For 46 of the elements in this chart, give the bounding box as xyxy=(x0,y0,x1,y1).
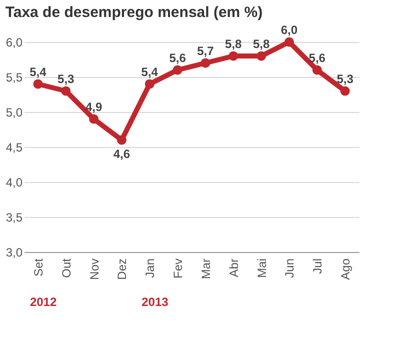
x-tick-label: Out xyxy=(59,258,74,278)
data-label: 5,3 xyxy=(336,72,354,86)
data-label: 5,4 xyxy=(141,65,158,79)
x-tick-label: Ago xyxy=(338,258,353,280)
x-tick-label: Mai xyxy=(254,258,269,278)
x-tick-label: Nov xyxy=(87,258,102,280)
x-tick-label: Jan xyxy=(143,258,158,278)
y-tick-label: 5,0 xyxy=(6,106,23,120)
point xyxy=(172,65,182,75)
text: 2013 xyxy=(142,295,169,309)
data-label: 6,0 xyxy=(280,23,298,37)
x-tick-label: Jun xyxy=(282,258,297,278)
data-label: 5,8 xyxy=(225,37,242,51)
chart-title: Taxa de desemprego mensal (em %) xyxy=(5,4,263,21)
point xyxy=(228,51,238,61)
x-tick-label: Dez xyxy=(115,258,130,280)
point xyxy=(89,114,99,124)
x-tick-label: Mar xyxy=(198,258,213,280)
point xyxy=(312,65,322,75)
data-label: 5,7 xyxy=(197,44,214,58)
point xyxy=(144,79,154,89)
x-tick-label: Jul xyxy=(310,258,325,274)
data-label: 5,6 xyxy=(308,51,326,65)
point xyxy=(33,79,43,89)
point xyxy=(256,51,266,61)
x-tick-label: Fev xyxy=(171,258,186,279)
data-label: 5,6 xyxy=(169,51,186,65)
y-tick-label: 6,0 xyxy=(6,36,23,50)
y-tick-label: 3,5 xyxy=(6,210,23,224)
y-tick-label: 4,5 xyxy=(6,140,23,154)
y-tick-label: 3,0 xyxy=(6,246,23,260)
point xyxy=(284,37,294,47)
point xyxy=(61,86,71,96)
y-tick-label: 5,5 xyxy=(6,70,23,84)
data-label: 5,4 xyxy=(30,65,47,79)
point xyxy=(340,86,350,96)
point xyxy=(200,58,210,68)
x-tick-label: Abr xyxy=(226,258,241,278)
data-label: 4,6 xyxy=(113,147,130,161)
point xyxy=(116,135,126,145)
x-tick-label: Set xyxy=(31,258,46,277)
data-label: 5,3 xyxy=(58,72,75,86)
data-label: 5,8 xyxy=(252,37,270,51)
text: 2012 xyxy=(30,295,57,309)
data-label: 4,9 xyxy=(85,100,102,114)
y-tick-label: 4,0 xyxy=(6,176,23,190)
